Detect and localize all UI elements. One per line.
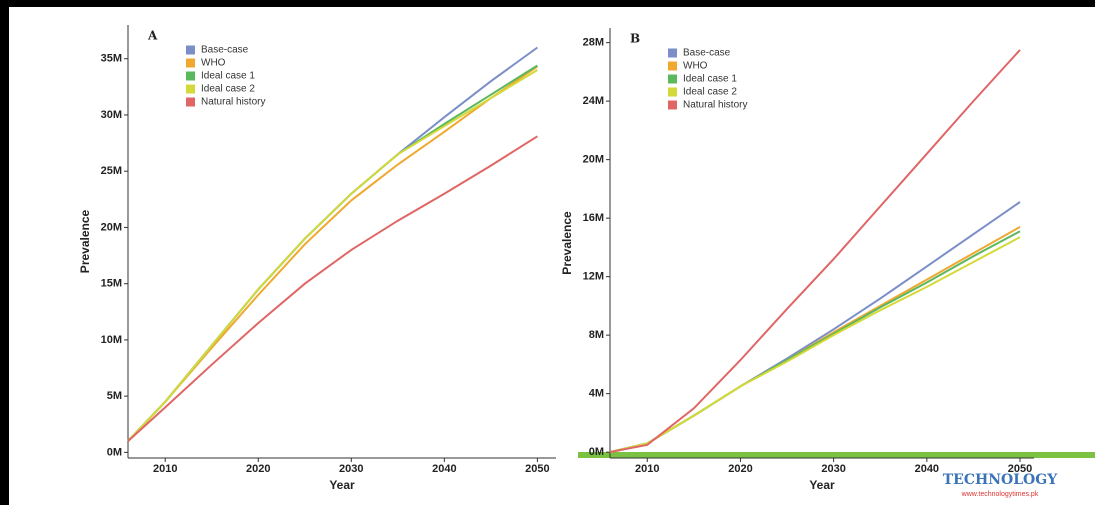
y-axis-title: Prevalence <box>78 209 92 273</box>
legend-swatch <box>186 71 195 81</box>
x-tick-label: 2030 <box>339 463 363 475</box>
legend-swatch <box>668 74 677 84</box>
y-tick-label: 8M <box>589 329 604 341</box>
y-tick-label: 35M <box>101 53 122 65</box>
legend-swatch <box>186 58 195 68</box>
legend-label: Ideal case 1 <box>683 74 737 85</box>
decor-band <box>578 452 1095 458</box>
panel-label: A <box>147 29 158 43</box>
x-tick-label: 2020 <box>728 463 752 475</box>
x-tick-label: 2040 <box>432 463 456 475</box>
legend-swatch <box>668 61 677 71</box>
x-axis-title: Year <box>809 478 835 492</box>
x-tick-label: 2020 <box>246 463 270 475</box>
panel-label: B <box>630 32 640 46</box>
legend-swatch <box>186 84 195 94</box>
legend-swatch <box>668 100 677 110</box>
legend-label: WHO <box>201 58 226 69</box>
series-line <box>609 236 1021 454</box>
y-tick-label: 16M <box>583 212 604 224</box>
series-line <box>609 49 1021 454</box>
legend-label: WHO <box>683 61 708 72</box>
legend-label: Ideal case 2 <box>201 84 255 95</box>
watermark-url: www.technologytimes.pk <box>961 491 1039 498</box>
legend-label: Ideal case 2 <box>683 87 737 98</box>
y-tick-label: 20M <box>583 154 604 166</box>
y-tick-label: 28M <box>583 37 604 49</box>
y-tick-label: 30M <box>101 109 122 121</box>
y-tick-label: 15M <box>101 278 122 290</box>
x-tick-label: 2030 <box>821 463 845 475</box>
legend-label: Natural history <box>683 100 747 111</box>
y-tick-label: 5M <box>107 390 122 402</box>
legend-swatch <box>668 48 677 58</box>
legend-swatch <box>668 87 677 97</box>
series-line <box>127 69 538 442</box>
y-tick-label: 4M <box>589 388 604 400</box>
series-line <box>609 201 1021 454</box>
x-tick-label: 2010 <box>635 463 659 475</box>
legend-label: Ideal case 1 <box>201 71 255 82</box>
x-axis-title: Year <box>329 478 355 492</box>
legend-swatch <box>186 45 195 55</box>
series-line <box>609 226 1021 454</box>
watermark-name: TECHNOLOGY <box>943 472 1058 488</box>
y-tick-label: 10M <box>101 334 122 346</box>
legend-label: Natural history <box>201 97 265 108</box>
x-tick-label: 2010 <box>153 463 177 475</box>
y-tick-label: 12M <box>583 271 604 283</box>
y-axis-title: Prevalence <box>560 211 574 275</box>
y-tick-label: 0M <box>589 446 604 458</box>
x-tick-label: 2050 <box>525 463 549 475</box>
legend-swatch <box>186 97 195 107</box>
legend-label: Base-case <box>201 45 249 56</box>
legend-label: Base-case <box>683 48 731 59</box>
y-tick-label: 25M <box>101 165 122 177</box>
y-tick-label: 24M <box>583 95 604 107</box>
series-line <box>127 135 538 442</box>
x-tick-label: 2040 <box>915 463 939 475</box>
x-tick-label: 2050 <box>1008 463 1032 475</box>
y-tick-label: 20M <box>101 221 122 233</box>
y-tick-label: 0M <box>107 446 122 458</box>
